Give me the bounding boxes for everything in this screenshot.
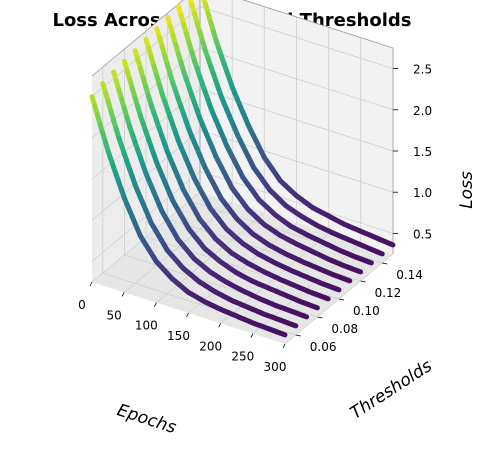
series-segment <box>312 304 320 311</box>
y-tick-mark <box>338 298 345 301</box>
x-tick-mark <box>153 302 157 307</box>
series-lines <box>89 0 396 338</box>
y-tick-label: 0.08 <box>331 322 358 336</box>
z-tick-label: 1.0 <box>413 186 432 200</box>
series-segment <box>301 313 310 320</box>
x-tick-label: 250 <box>231 350 254 364</box>
y-axis-label: Thresholds <box>347 356 436 424</box>
series-segment <box>355 268 364 275</box>
x-tick-label: 0 <box>78 298 86 312</box>
x-tick-mark <box>89 281 93 287</box>
series-line <box>89 94 288 338</box>
series-segment <box>344 277 353 284</box>
series-segment <box>366 259 374 266</box>
y-tick-mark <box>382 262 388 265</box>
z-tick-label: 1.5 <box>413 145 432 159</box>
axis-ticks: 0 50 100 150 200 250 300 0.06 0.08 0.10 0.12 0.14 0.… <box>78 63 432 374</box>
series-line <box>165 14 364 275</box>
series-line <box>154 26 353 284</box>
x-tick-mark <box>282 343 286 349</box>
series-segment <box>377 250 385 257</box>
series-segment <box>323 295 331 302</box>
series-line <box>100 81 299 329</box>
x-tick-mark <box>121 292 125 297</box>
series-line <box>143 36 342 293</box>
x-axis-label: Epochs <box>114 400 178 438</box>
x-tick-label: 50 <box>107 308 122 322</box>
series-segment <box>333 286 342 293</box>
series-segment <box>290 322 299 329</box>
z-tick-label: 2.5 <box>413 63 432 77</box>
y-tick-label: 0.10 <box>353 304 380 318</box>
y-tick-label: 0.12 <box>375 286 402 300</box>
series-line <box>201 0 396 248</box>
series-line <box>111 69 310 320</box>
x-tick-label: 150 <box>167 329 190 343</box>
x-tick-mark <box>250 333 254 338</box>
series-line <box>132 48 331 302</box>
series-line <box>121 58 320 311</box>
y-tick-label: 0.14 <box>396 268 423 282</box>
series-segment <box>387 241 396 248</box>
z-tick-label: 0.5 <box>413 227 432 241</box>
y-tick-mark <box>295 334 301 337</box>
x-tick-label: 100 <box>135 319 158 333</box>
series-line <box>187 0 385 257</box>
x-tick-label: 300 <box>264 360 287 374</box>
z-tick-label: 2.0 <box>413 104 432 118</box>
y-tick-label: 0.06 <box>310 340 337 354</box>
x-tick-mark <box>186 312 189 318</box>
series-line <box>175 4 374 266</box>
series-segment <box>279 331 288 338</box>
y-tick-mark <box>317 316 323 319</box>
z-axis-label: Loss <box>457 171 477 209</box>
x-tick-mark <box>218 323 222 328</box>
y-tick-mark <box>360 280 366 283</box>
x-tick-label: 200 <box>199 339 222 353</box>
